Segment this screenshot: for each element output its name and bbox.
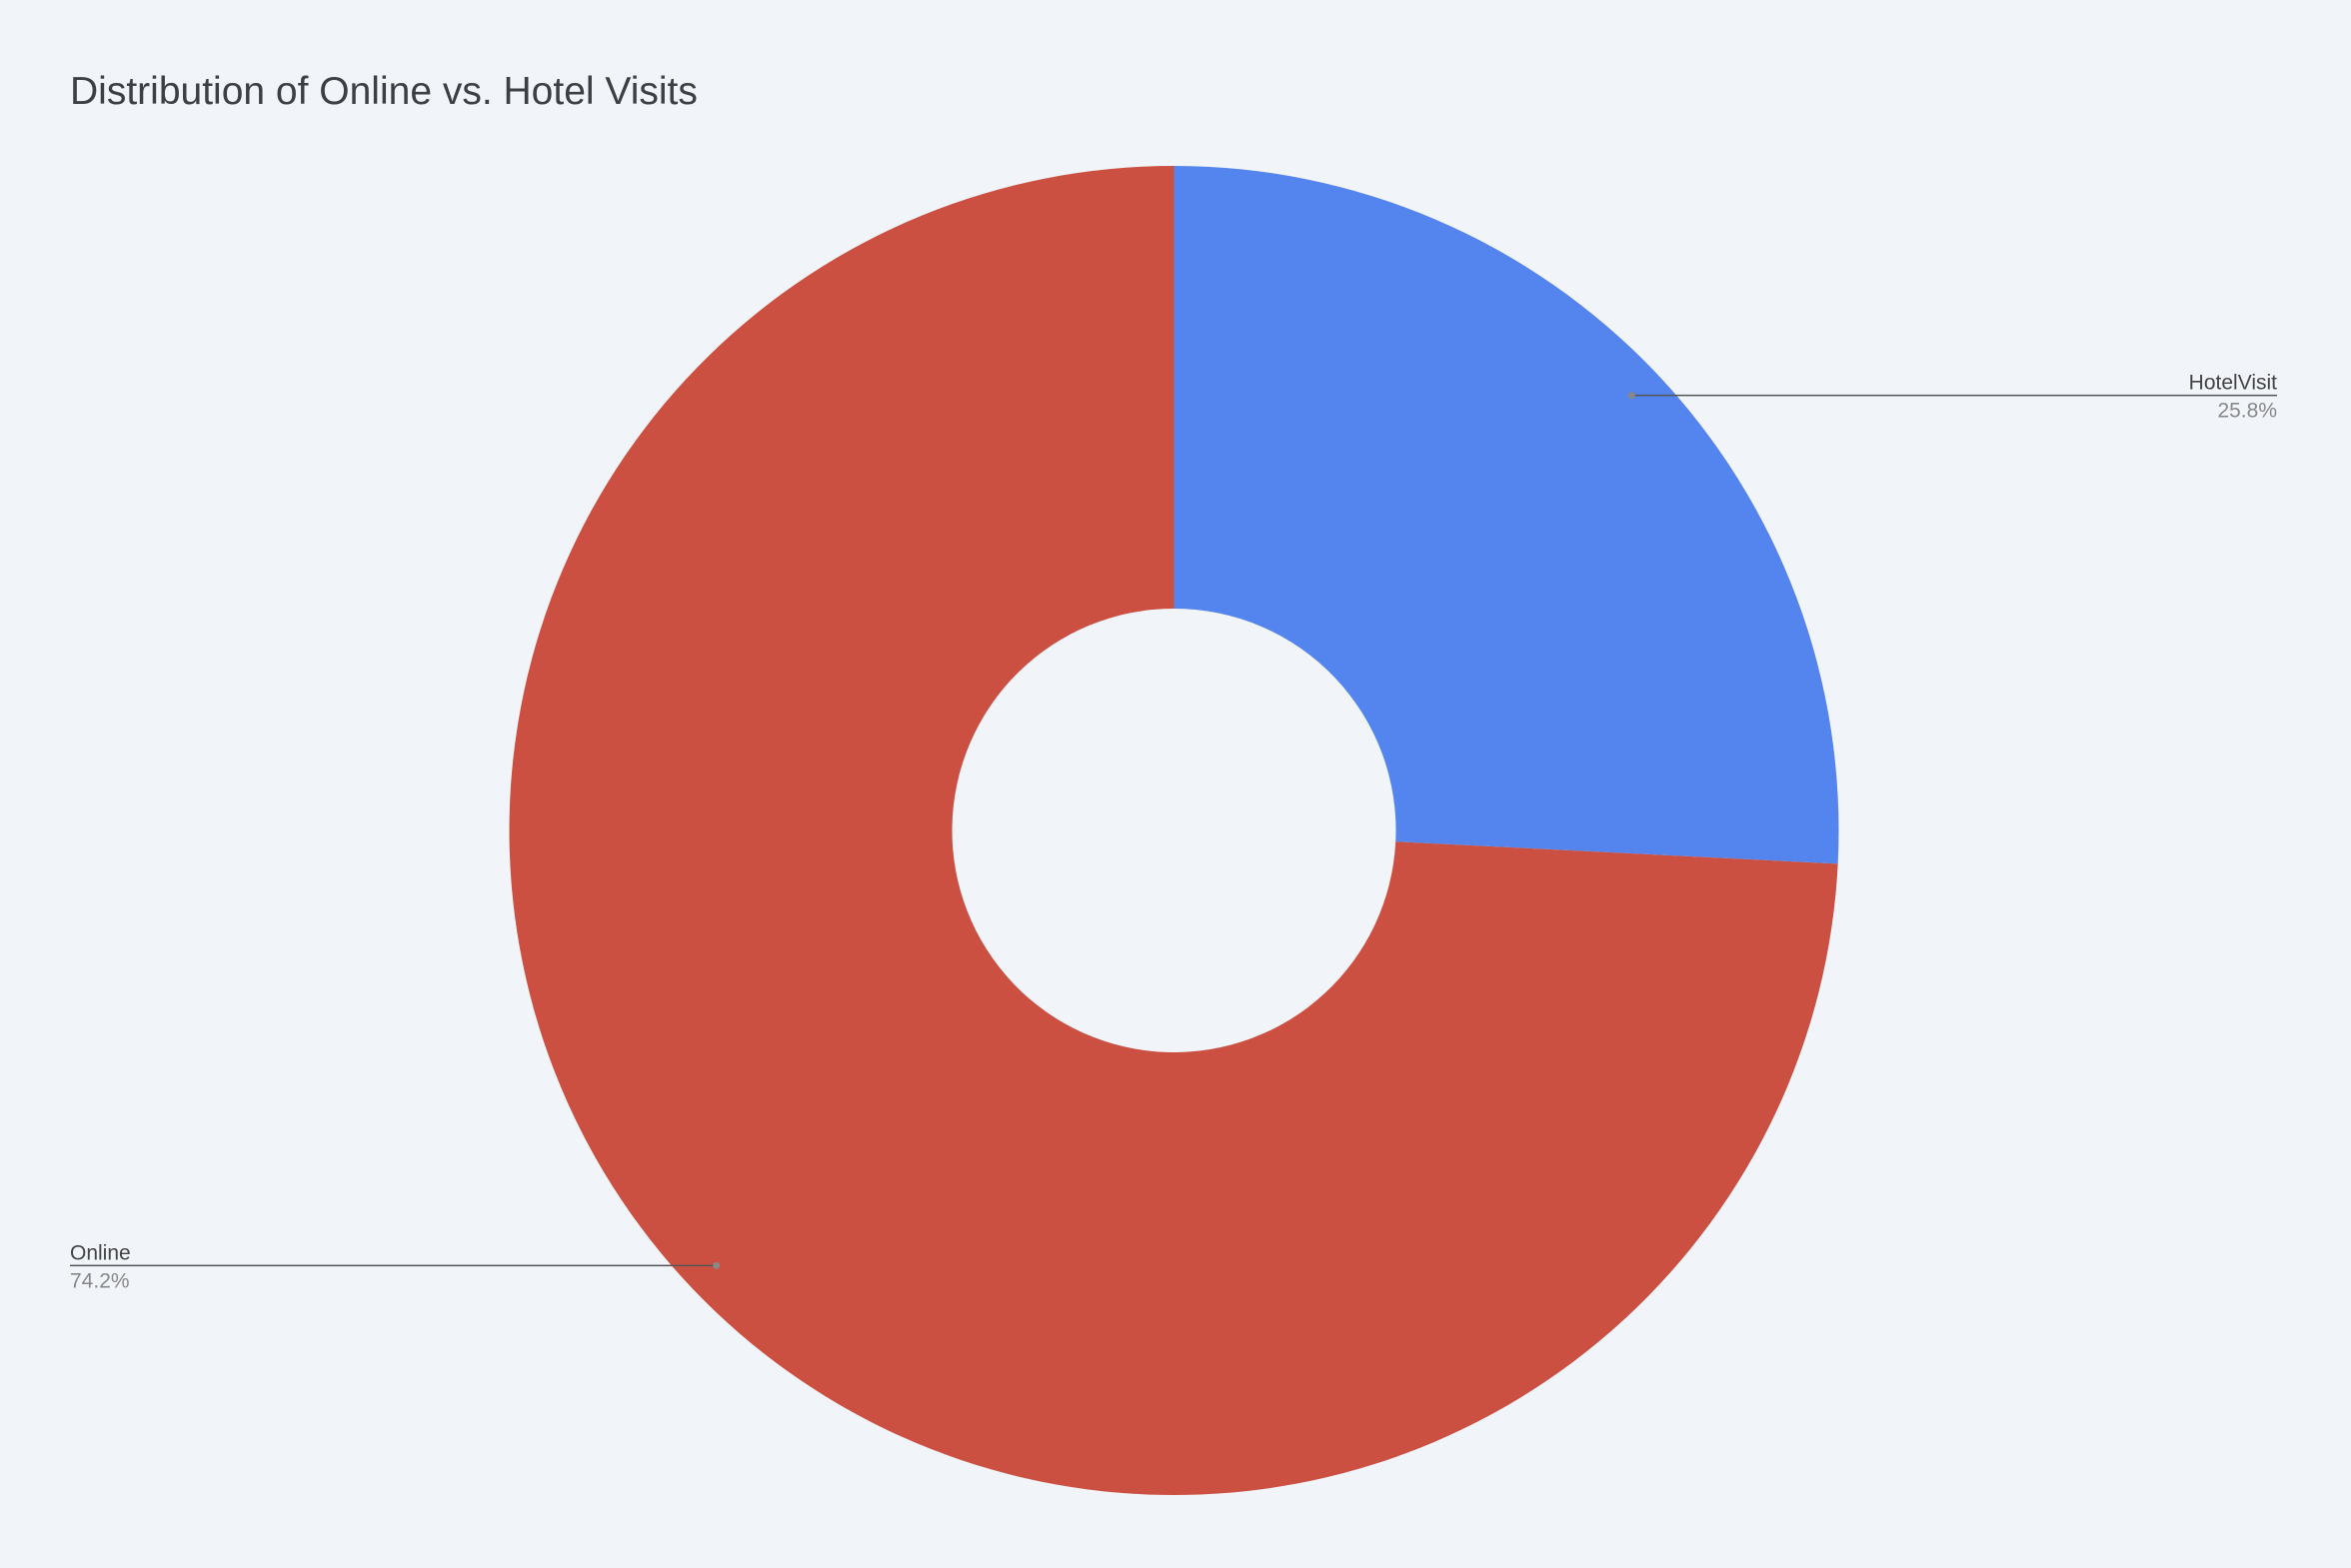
leader-dot bbox=[1627, 392, 1635, 400]
leader-dot bbox=[713, 1261, 721, 1269]
chart-title: Distribution of Online vs. Hotel Visits bbox=[70, 70, 698, 113]
data-label: 25.8% bbox=[2217, 400, 2277, 423]
data-label: 74.2% bbox=[70, 1269, 130, 1292]
slice bbox=[509, 166, 1838, 1495]
legend-label: HotelVisit bbox=[2189, 372, 2277, 395]
legend-label: Online bbox=[70, 1241, 131, 1264]
slice bbox=[1174, 166, 1839, 864]
